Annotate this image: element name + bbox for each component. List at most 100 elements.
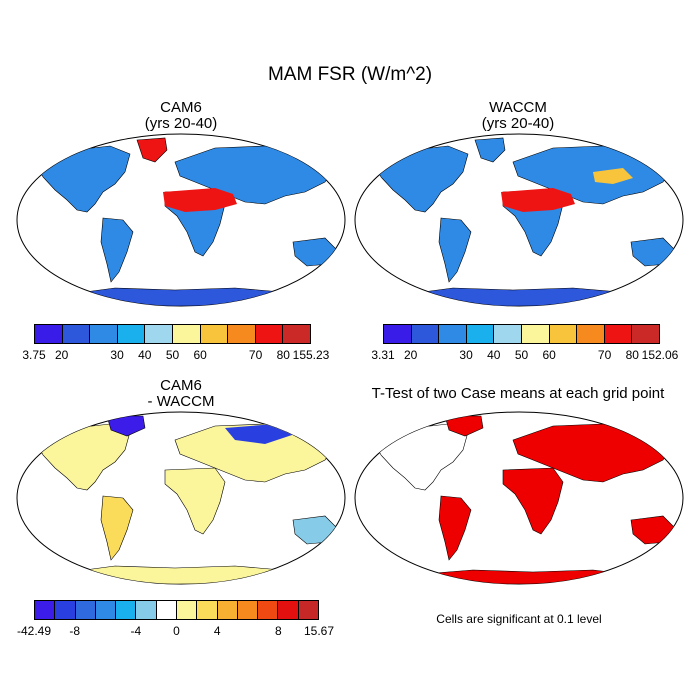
colorbar-swatch xyxy=(549,325,578,343)
colorbar-swatch xyxy=(439,325,467,343)
south-america xyxy=(100,495,134,561)
panel-title-line2: (yrs 20-40) xyxy=(144,115,218,132)
colorbar-tick-label: -4 xyxy=(130,624,142,638)
panel-title-line1: CAM6 xyxy=(160,377,202,394)
colorbar-swatch xyxy=(75,601,96,619)
colorbar-swatch xyxy=(95,601,117,619)
panel-title-line1: T-Test of two Case means at each grid po… xyxy=(371,385,665,402)
colorbar-waccm xyxy=(383,324,660,344)
panel-title-line1: WACCM xyxy=(489,99,547,116)
colorbar-tick-label: 3.31 xyxy=(371,348,395,362)
colorbar-tick-label: 50 xyxy=(165,348,180,362)
africa xyxy=(502,467,564,535)
colorbar-tick-label: 60 xyxy=(193,348,207,362)
colorbar-swatch xyxy=(90,325,118,343)
colorbar-swatch xyxy=(466,325,495,343)
colorbar-tick-label: 20 xyxy=(55,348,69,362)
colorbar-swatch xyxy=(35,325,63,343)
significance-note: Cells are significant at 0.1 level xyxy=(436,612,602,626)
colorbar-tick-label: 152.06 xyxy=(641,348,679,362)
colorbar-cam6 xyxy=(34,324,311,344)
colorbar-swatch xyxy=(156,601,177,619)
tibet xyxy=(593,168,633,184)
colorbar-tick-label: 0 xyxy=(173,624,180,638)
south-america xyxy=(438,217,472,283)
colorbar-tick-label: 155.23 xyxy=(292,348,330,362)
colorbar-swatch xyxy=(604,325,633,343)
colorbar-swatch xyxy=(494,325,522,343)
continents xyxy=(362,137,676,306)
map-waccm xyxy=(354,133,684,307)
continents xyxy=(24,415,338,584)
panel-title-waccm: WACCM (yrs 20-40) xyxy=(353,100,683,132)
colorbar-tick-label: -42.49 xyxy=(16,624,52,638)
colorbar-swatch xyxy=(632,325,659,343)
colorbar-tick-label: 40 xyxy=(487,348,501,362)
south-america xyxy=(438,495,472,561)
colorbar-swatch xyxy=(62,325,91,343)
panel-title-ttest: T-Test of two Case means at each grid po… xyxy=(353,386,683,402)
colorbar-swatch xyxy=(577,325,605,343)
colorbar-tick-label: -8 xyxy=(69,624,81,638)
colorbar-tick-label: 50 xyxy=(514,348,529,362)
colorbar-difference xyxy=(34,600,319,620)
greenland xyxy=(444,415,484,437)
colorbar-tick-label: 70 xyxy=(597,348,612,362)
greenland xyxy=(474,137,506,163)
colorbar-swatch xyxy=(55,601,76,619)
colorbar-labels-waccm: 3.31 20 30 40 50 60 70 80 152.06 xyxy=(371,348,678,364)
antarctica xyxy=(422,569,644,584)
antarctica xyxy=(24,565,336,584)
colorbar-labels-cam6: 3.75 20 30 40 50 60 70 80 155.23 xyxy=(22,348,329,364)
colorbar-tick-label: 30 xyxy=(459,348,473,362)
colorbar-swatch xyxy=(298,601,318,619)
colorbar-swatch xyxy=(35,601,56,619)
continents xyxy=(24,137,338,306)
sahara xyxy=(163,188,237,212)
colorbar-swatch xyxy=(237,601,259,619)
siberia xyxy=(225,424,295,444)
colorbar-tick-label: 70 xyxy=(248,348,263,362)
south-america xyxy=(100,217,134,283)
colorbar-tick-label: 4 xyxy=(213,624,221,638)
colorbar-swatch xyxy=(521,325,550,343)
colorbar-swatch xyxy=(145,325,173,343)
colorbar-swatch xyxy=(176,601,198,619)
greenland xyxy=(106,415,146,437)
colorbar-swatch xyxy=(278,601,299,619)
colorbar-tick-label: 40 xyxy=(138,348,152,362)
colorbar-swatch xyxy=(283,325,310,343)
colorbar-swatch xyxy=(172,325,201,343)
colorbar-swatch xyxy=(384,325,412,343)
colorbar-swatch xyxy=(411,325,440,343)
colorbar-tick-label: 30 xyxy=(110,348,124,362)
map-difference xyxy=(16,411,346,585)
antarctica xyxy=(24,287,336,306)
panel-title-difference: CAM6 - WACCM xyxy=(16,378,346,410)
colorbar-swatch xyxy=(255,325,284,343)
antarctica xyxy=(362,287,674,306)
panel-title-cam6: CAM6 (yrs 20-40) xyxy=(16,100,346,132)
panel-title-line2: - WACCM xyxy=(147,393,215,410)
panel-title-line1: CAM6 xyxy=(160,99,202,116)
panel-title-line2: (yrs 20-40) xyxy=(481,115,555,132)
colorbar-swatch xyxy=(117,325,146,343)
greenland xyxy=(136,137,168,163)
africa xyxy=(164,467,226,535)
colorbar-swatch xyxy=(116,601,137,619)
colorbar-labels-difference: -42.49 -8 -4 0 4 8 15.67 xyxy=(17,624,334,640)
colorbar-tick-label: 80 xyxy=(276,348,290,362)
colorbar-swatch xyxy=(228,325,256,343)
colorbar-tick-label: 3.75 xyxy=(22,348,46,362)
figure-title: MAM FSR (W/m^2) xyxy=(267,64,433,85)
colorbar-tick-label: 8 xyxy=(274,624,282,638)
map-cam6 xyxy=(16,133,346,307)
colorbar-swatch xyxy=(258,601,279,619)
colorbar-tick-label: 20 xyxy=(404,348,418,362)
colorbar-tick-label: 15.67 xyxy=(303,624,335,638)
colorbar-swatch xyxy=(200,325,229,343)
map-ttest xyxy=(354,411,684,585)
colorbar-swatch xyxy=(197,601,218,619)
colorbar-swatch xyxy=(136,601,157,619)
colorbar-tick-label: 60 xyxy=(542,348,556,362)
